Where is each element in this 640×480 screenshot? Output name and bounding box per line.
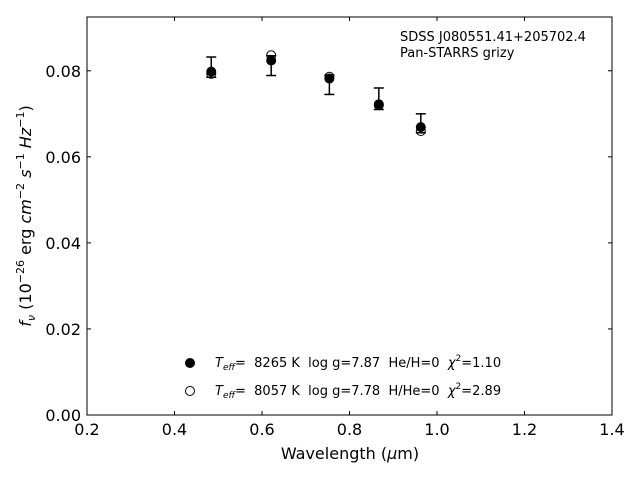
legend-1-t: T [215,356,224,371]
y-tick-label: 0.08 [45,62,81,81]
legend-2-sq: 2 [456,382,462,392]
y-axis-label: fν (10−26 erg cm−2 s−1 Hz−1) [14,105,38,326]
x-tick-label: 0.6 [249,420,274,439]
y-label-exp1: −26 [14,260,27,283]
legend-1-sq: 2 [456,354,462,364]
legend-label-1: Teff= 8265 K log g=7.87 He/H=0 χ2=1.10 [215,354,501,373]
x-axis-label: Wavelength (μm) [281,444,419,463]
y-label-exp3: −1 [14,153,27,169]
y-label-nu: ν [25,315,38,321]
x-tick-label: 1.2 [512,420,537,439]
x-tick-label: 1.0 [424,420,449,439]
y-label-cm: cm [16,199,35,223]
legend-2-t: T [215,384,224,399]
legend-1-eff: eff [223,363,237,373]
legend-marker-filled [185,358,195,368]
y-label-mid: erg [16,224,35,260]
model-point-filled [373,99,384,110]
x-tick-label: 0.4 [162,420,187,439]
legend-2-eq: = 8057 K log g=7.78 H/He=0 [235,384,448,399]
legend-label-2: Teff= 8057 K log g=7.78 H/He=0 χ2=2.89 [215,382,501,401]
y-label-exp4: −1 [14,112,27,128]
y-label-s: s [16,170,35,178]
annotation-line-2: Pan-STARRS grizy [400,46,515,61]
x-label-tail: m) [397,444,419,463]
annotation-line-1: SDSS J080551.41+205702.4 [400,30,586,45]
model-point-filled [324,73,335,84]
y-label-exp2: −2 [14,183,27,199]
legend-1-tail: =1.10 [461,356,501,371]
legend-1-eq: = 8265 K log g=7.87 He/H=0 [235,356,448,371]
x-tick-label: 0.8 [337,420,362,439]
tick-group: 0.2 0.4 0.6 0.8 1.0 1.2 1.4 0.00 0.02 0.04 0.06 0.0… [45,17,625,439]
legend-1-chi: χ [447,356,457,371]
y-tick-label: 0.06 [45,148,81,167]
errorbar-group [206,54,426,134]
y-tick-label: 0.04 [45,234,81,253]
y-label-open: (10 [16,283,35,315]
model-point-filled [415,122,426,133]
x-tick-label: 1.4 [599,420,624,439]
x-label-mu: μ [386,444,397,463]
y-label-hz: Hz [16,127,35,148]
x-tick-label: 0.2 [74,420,99,439]
model-point-filled [266,55,277,66]
y-label-close: ) [16,105,35,111]
legend-2-chi: χ [447,384,457,399]
model-point-filled [206,66,217,77]
legend-2-eff: eff [223,391,237,401]
x-label-main: Wavelength ( [281,444,387,463]
y-tick-label: 0.02 [45,320,81,339]
marker-group [206,50,426,137]
y-label-f: f [16,319,35,327]
legend-2-tail: =2.89 [461,384,501,399]
legend-marker-open [185,386,195,396]
y-tick-label: 0.00 [45,406,81,425]
